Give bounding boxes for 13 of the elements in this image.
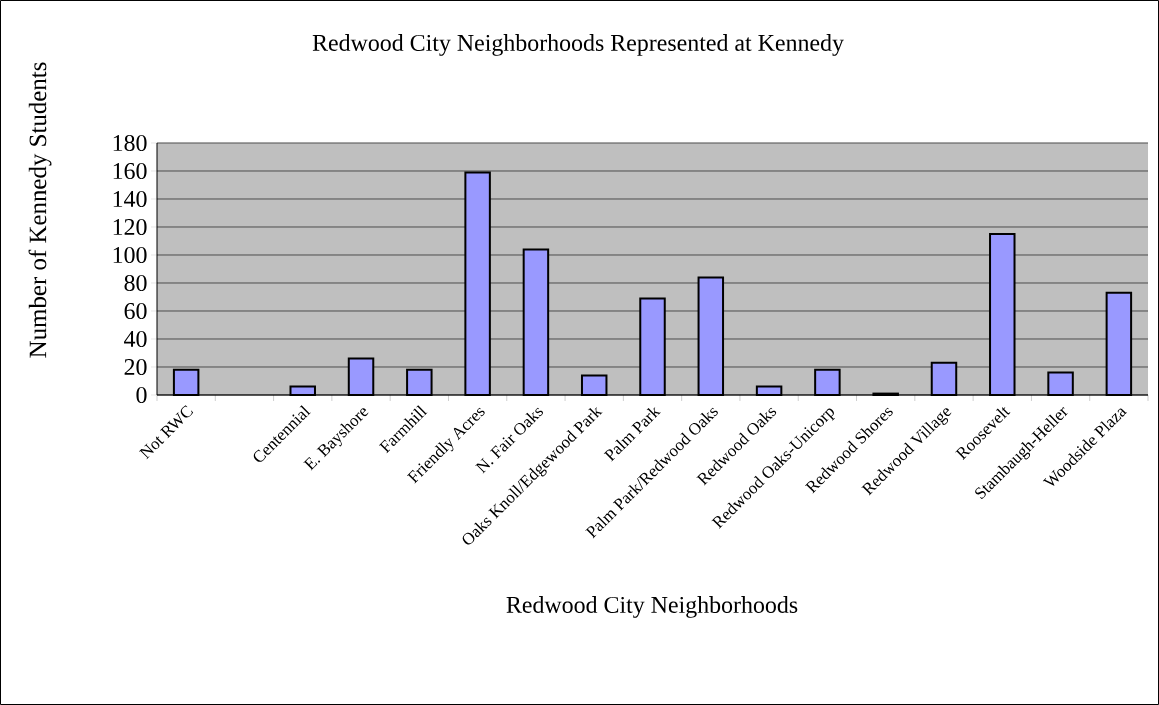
y-tick-label: 80 [124, 274, 147, 292]
y-tick-label: 40 [124, 330, 147, 348]
y-tick-label: 160 [113, 162, 147, 180]
y-axis-title: Number of Kennedy Students [28, 62, 52, 358]
y-tick-label: 140 [113, 190, 147, 208]
chart-title: Redwood City Neighborhoods Represented at Kennedy [312, 34, 844, 56]
y-tick-label: 120 [113, 218, 147, 236]
y-tick-label: 60 [124, 302, 147, 320]
y-tick-label: 0 [136, 386, 147, 404]
y-tick-label: 100 [113, 246, 147, 264]
x-axis-title: Redwood City Neighborhoods [506, 596, 798, 618]
y-tick-label: 20 [124, 358, 147, 376]
y-tick-label: 180 [113, 134, 147, 152]
